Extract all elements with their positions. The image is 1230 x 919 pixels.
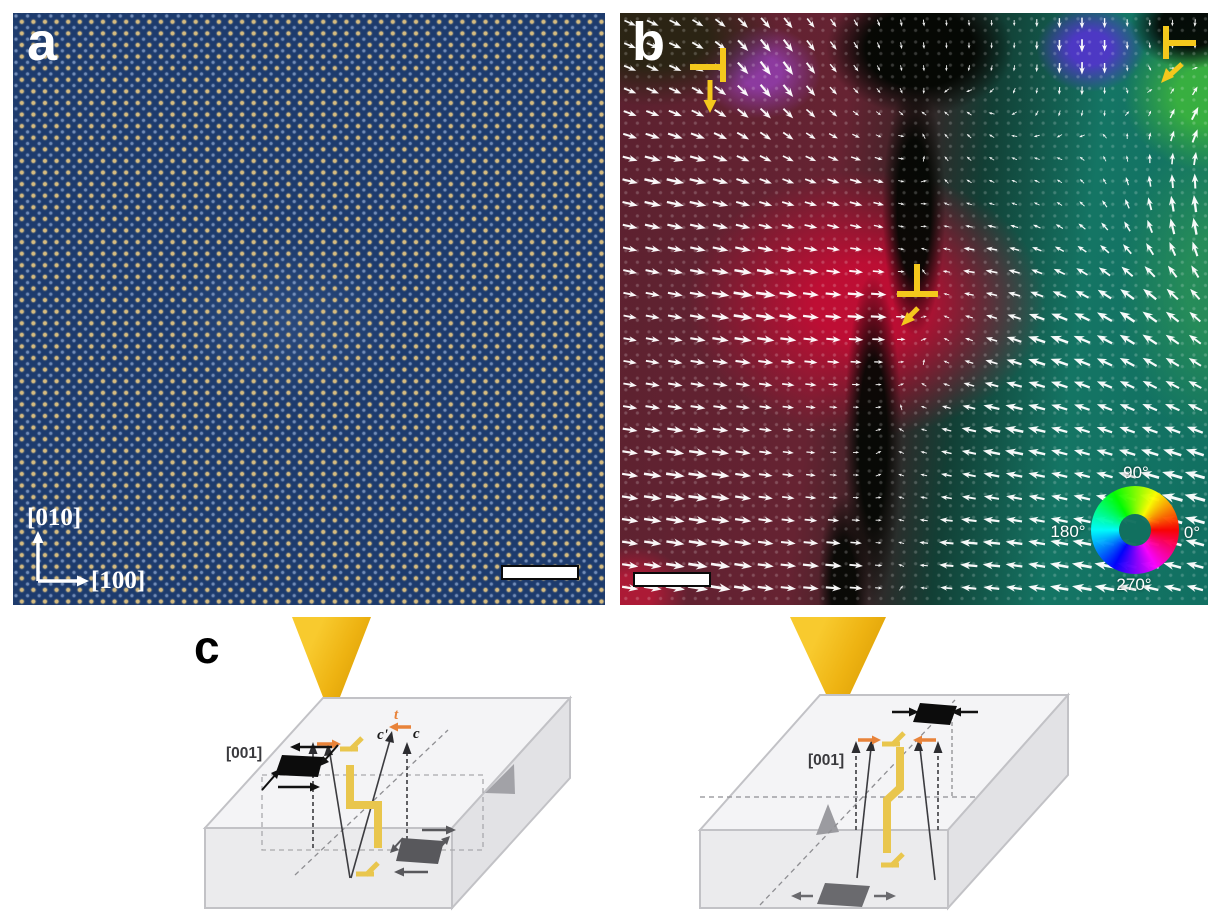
wheel-label-90: 90° (1123, 463, 1149, 482)
panel-a-label: a (27, 13, 58, 72)
panel-a-haadf-image: a [010] [100] (13, 13, 605, 605)
panel-b-polarization-map: b 90° 180° 0° 270° (620, 13, 1208, 605)
wedge-notch-icon (485, 764, 515, 794)
crystal-axes-icon (32, 531, 89, 587)
dislocation-symbol-icon (1161, 26, 1196, 83)
dislocation-line-icon (881, 731, 906, 868)
dislocation-line-icon (340, 736, 382, 877)
axis-label-100: [100] (91, 567, 146, 594)
guide-lines (700, 699, 975, 906)
scale-bar (501, 565, 579, 580)
zone-axis-label: [001] (226, 745, 262, 762)
axis-label-010: [010] (27, 504, 82, 531)
crystal-slab (697, 692, 1071, 911)
polar-axis-arrows (913, 735, 943, 881)
wheel-label-180: 180° (1050, 522, 1086, 541)
shear-parallelogram-icon (791, 883, 896, 907)
c-prime-label: c' (377, 727, 388, 743)
dislocation-symbol-icon (897, 264, 938, 326)
schematic-left-box: [001] c' c t (202, 695, 573, 911)
crystal-slab (202, 695, 573, 911)
scale-bar (633, 572, 711, 587)
wedge-notch-icon (816, 804, 839, 835)
polarization-color-wheel (1091, 486, 1179, 574)
shear-parallelogram-icon (892, 703, 978, 725)
shear-parallelogram-icon (390, 825, 456, 877)
panel-b-label: b (632, 13, 665, 72)
guide-lines (261, 729, 484, 876)
t-label: t (394, 707, 399, 723)
dislocation-symbol-icon (690, 48, 726, 113)
panel-c-label: c (194, 621, 220, 673)
wheel-label-270: 270° (1116, 575, 1152, 594)
polar-axis-arrows (851, 735, 881, 879)
zone-axis-label: [001] (808, 752, 844, 769)
shear-parallelogram-icon (261, 742, 339, 792)
c-label: c (413, 726, 420, 742)
schematic-right-box: [001] (697, 692, 1071, 911)
wheel-label-0: 0° (1183, 523, 1201, 542)
